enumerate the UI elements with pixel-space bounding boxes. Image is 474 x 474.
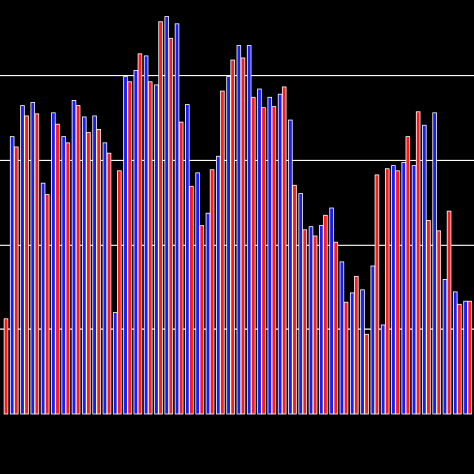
bar-series-2-25 — [251, 96, 256, 415]
bar-series-1-33 — [329, 207, 334, 415]
bar-series-2-6 — [55, 123, 60, 415]
bar-series-2-45 — [457, 303, 462, 415]
bar-series-2-39 — [395, 170, 400, 415]
bar-series-2-13 — [127, 81, 132, 415]
bar-series-2-32 — [323, 214, 328, 415]
bar-series-2-30 — [302, 229, 308, 415]
bar-series-2-40 — [405, 136, 411, 415]
bar-series-1-7 — [61, 136, 66, 415]
bar-series-2-14 — [137, 53, 143, 415]
bar-series-1-6 — [51, 112, 56, 415]
bar-series-2-7 — [65, 142, 71, 415]
bar-series-2-10 — [96, 128, 101, 415]
bar-series-2-9 — [86, 132, 91, 415]
bar-series-1-11 — [102, 142, 108, 415]
bar-series-1-9 — [82, 116, 87, 415]
bar-series-2-16 — [158, 21, 163, 415]
bar-series-2-38 — [384, 168, 390, 415]
bar-series-1-17 — [164, 16, 169, 415]
bar-series-1-20 — [195, 172, 200, 415]
bar-series-1-24 — [236, 45, 242, 415]
bar-series-2-41 — [415, 111, 421, 415]
bar-series-2-33 — [333, 241, 338, 415]
bar-series-2-24 — [240, 57, 246, 415]
bar-series-2-12 — [117, 170, 122, 415]
bar-series-1-18 — [174, 23, 180, 415]
bar-series-1-40 — [401, 162, 406, 415]
bar-series-1-14 — [133, 69, 139, 415]
bar-series-2-20 — [199, 225, 205, 415]
bar-series-1-38 — [380, 324, 386, 415]
bar-series-1-44 — [442, 279, 448, 415]
bar-series-2-27 — [271, 106, 277, 415]
bar-series-1-10 — [92, 115, 97, 415]
bar-series-1-21 — [205, 212, 211, 415]
bar-series-2-19 — [189, 185, 194, 415]
bar-series-1-3 — [20, 105, 25, 415]
bar-series-1-36 — [360, 289, 365, 415]
bar-series-1-37 — [370, 265, 376, 415]
bar-series-1-30 — [298, 193, 303, 415]
bar-series-1-35 — [349, 292, 355, 415]
bar-series-2-36 — [364, 333, 369, 415]
bar-series-2-18 — [178, 121, 184, 415]
bar-series-1-22 — [215, 155, 221, 415]
bar-series-1-41 — [411, 165, 417, 415]
bars — [3, 16, 472, 415]
bar-series-1-5 — [40, 182, 46, 415]
bar-series-1-46 — [463, 300, 468, 415]
bar-series-2-11 — [106, 152, 112, 415]
bar-series-2-46 — [467, 300, 472, 415]
bar-series-2-42 — [426, 220, 431, 415]
bar-series-1-29 — [288, 119, 293, 415]
bar-series-1-8 — [71, 100, 77, 415]
bar-series-1-19 — [185, 104, 190, 415]
bar-series-1-43 — [432, 112, 437, 415]
bar-series-1-42 — [422, 124, 427, 415]
bar-series-2-8 — [75, 105, 81, 415]
bar-series-1-26 — [257, 88, 262, 415]
bar-series-2-4 — [34, 113, 40, 415]
bar-series-1-4 — [30, 102, 36, 415]
bar-series-2-15 — [147, 81, 153, 415]
bar-series-1-45 — [452, 291, 458, 415]
bar-series-1-15 — [143, 55, 149, 415]
bar-series-1-2 — [9, 136, 15, 415]
bar-series-2-43 — [436, 230, 442, 415]
bar-series-1-34 — [339, 261, 345, 415]
bar-series-2-5 — [44, 194, 50, 415]
bar-series-2-44 — [446, 210, 452, 415]
bar-series-2-22 — [220, 90, 225, 415]
bar-series-1-31 — [308, 226, 314, 415]
bar-series-2-31 — [312, 235, 318, 415]
bar-series-2-37 — [374, 174, 380, 415]
bar-series-2-35 — [354, 275, 359, 415]
bar-series-2-17 — [168, 37, 174, 415]
bar-series-2-29 — [292, 184, 297, 415]
bar-series-2-3 — [24, 115, 29, 415]
bar-series-2-21 — [209, 169, 215, 415]
bar-series-2-1 — [3, 318, 9, 415]
bar-series-1-39 — [391, 165, 396, 415]
bar-series-2-2 — [14, 146, 19, 415]
bar-series-1-23 — [226, 76, 231, 415]
bar-series-1-25 — [246, 45, 252, 415]
bar-series-1-13 — [123, 76, 128, 415]
bar-series-2-23 — [230, 59, 235, 415]
bar-series-1-12 — [112, 312, 118, 415]
bar-series-1-16 — [154, 84, 159, 415]
bar-series-1-28 — [277, 93, 283, 415]
bar-series-1-32 — [319, 225, 324, 415]
bar-series-2-28 — [281, 86, 287, 415]
bar-series-2-26 — [261, 107, 266, 415]
bar-series-1-27 — [267, 96, 273, 415]
bar-series-2-34 — [343, 301, 349, 415]
